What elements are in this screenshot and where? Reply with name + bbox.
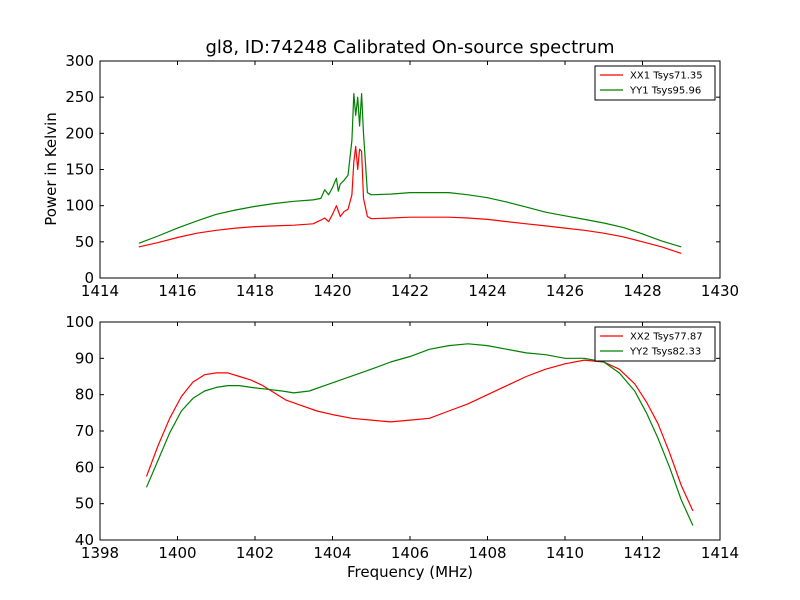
y-axis-label: Power in Kelvin — [42, 112, 60, 226]
chart-title: gl8, ID:74248 Calibrated On-source spect… — [205, 37, 614, 58]
x-tick-label: 1430 — [701, 282, 739, 300]
legend: XX1 Tsys71.35 YY1 Tsys95.96 — [594, 65, 716, 101]
x-tick-label: 1416 — [158, 282, 196, 300]
x-tick-label: 1406 — [391, 544, 429, 562]
x-tick-label: 1408 — [468, 544, 506, 562]
x-tick-label: 1404 — [313, 544, 351, 562]
x-tick-label: 1400 — [158, 544, 196, 562]
series-line-xx — [138, 145, 682, 254]
x-tick-label: 1414 — [701, 544, 739, 562]
x-tick-label: 1420 — [313, 282, 351, 300]
x-tick-label: 1426 — [546, 282, 584, 300]
y-tick-label: 40 — [75, 531, 94, 549]
y-tick-label: 80 — [75, 386, 94, 404]
x-tick-label: 1414 — [81, 282, 119, 300]
x-tick-label: 1424 — [468, 282, 506, 300]
x-tick-label: 1398 — [81, 544, 119, 562]
legend-box — [594, 326, 716, 362]
x-tick-label: 1412 — [623, 544, 661, 562]
y-tick-label: 200 — [65, 124, 94, 142]
y-tick-label: 50 — [75, 495, 94, 513]
x-tick-label: 1410 — [546, 544, 584, 562]
y-tick-label: 300 — [65, 52, 94, 70]
legend-label: YY1 Tsys95.96 — [629, 86, 701, 97]
legend-label: YY2 Tsys82.33 — [629, 347, 701, 358]
y-tick-label: 250 — [65, 88, 94, 106]
y-tick-label: 50 — [75, 233, 94, 251]
series-line-xx — [145, 359, 694, 512]
y-tick-label: 60 — [75, 458, 94, 476]
x-tick-label: 1418 — [236, 282, 274, 300]
legend: XX2 Tsys77.87 YY2 Tsys82.33 — [594, 326, 716, 362]
top-panel: 1414 1416 1418 1420 1422 1424 1426 1428 1430 0 50 1… — [65, 52, 739, 300]
y-tick-label: 150 — [65, 161, 94, 179]
series-line-yy — [145, 343, 694, 526]
x-tick-label: 1422 — [391, 282, 429, 300]
x-axis-label: Frequency (MHz) — [347, 563, 473, 581]
y-tick-label: 100 — [65, 313, 94, 331]
y-tick-label: 90 — [75, 349, 94, 367]
legend-box — [594, 65, 716, 101]
bottom-panel: 1398 1400 1402 1404 1406 1408 1410 1412 1414 40 50… — [65, 313, 739, 562]
y-tick-label: 70 — [75, 422, 94, 440]
x-tick-label: 1402 — [236, 544, 274, 562]
y-tick-label: 0 — [84, 269, 94, 287]
series-line-yy — [138, 93, 682, 248]
y-tick-label: 100 — [65, 197, 94, 215]
legend-label: XX2 Tsys77.87 — [630, 332, 703, 343]
legend-label: XX1 Tsys71.35 — [630, 71, 703, 82]
x-tick-label: 1428 — [623, 282, 661, 300]
